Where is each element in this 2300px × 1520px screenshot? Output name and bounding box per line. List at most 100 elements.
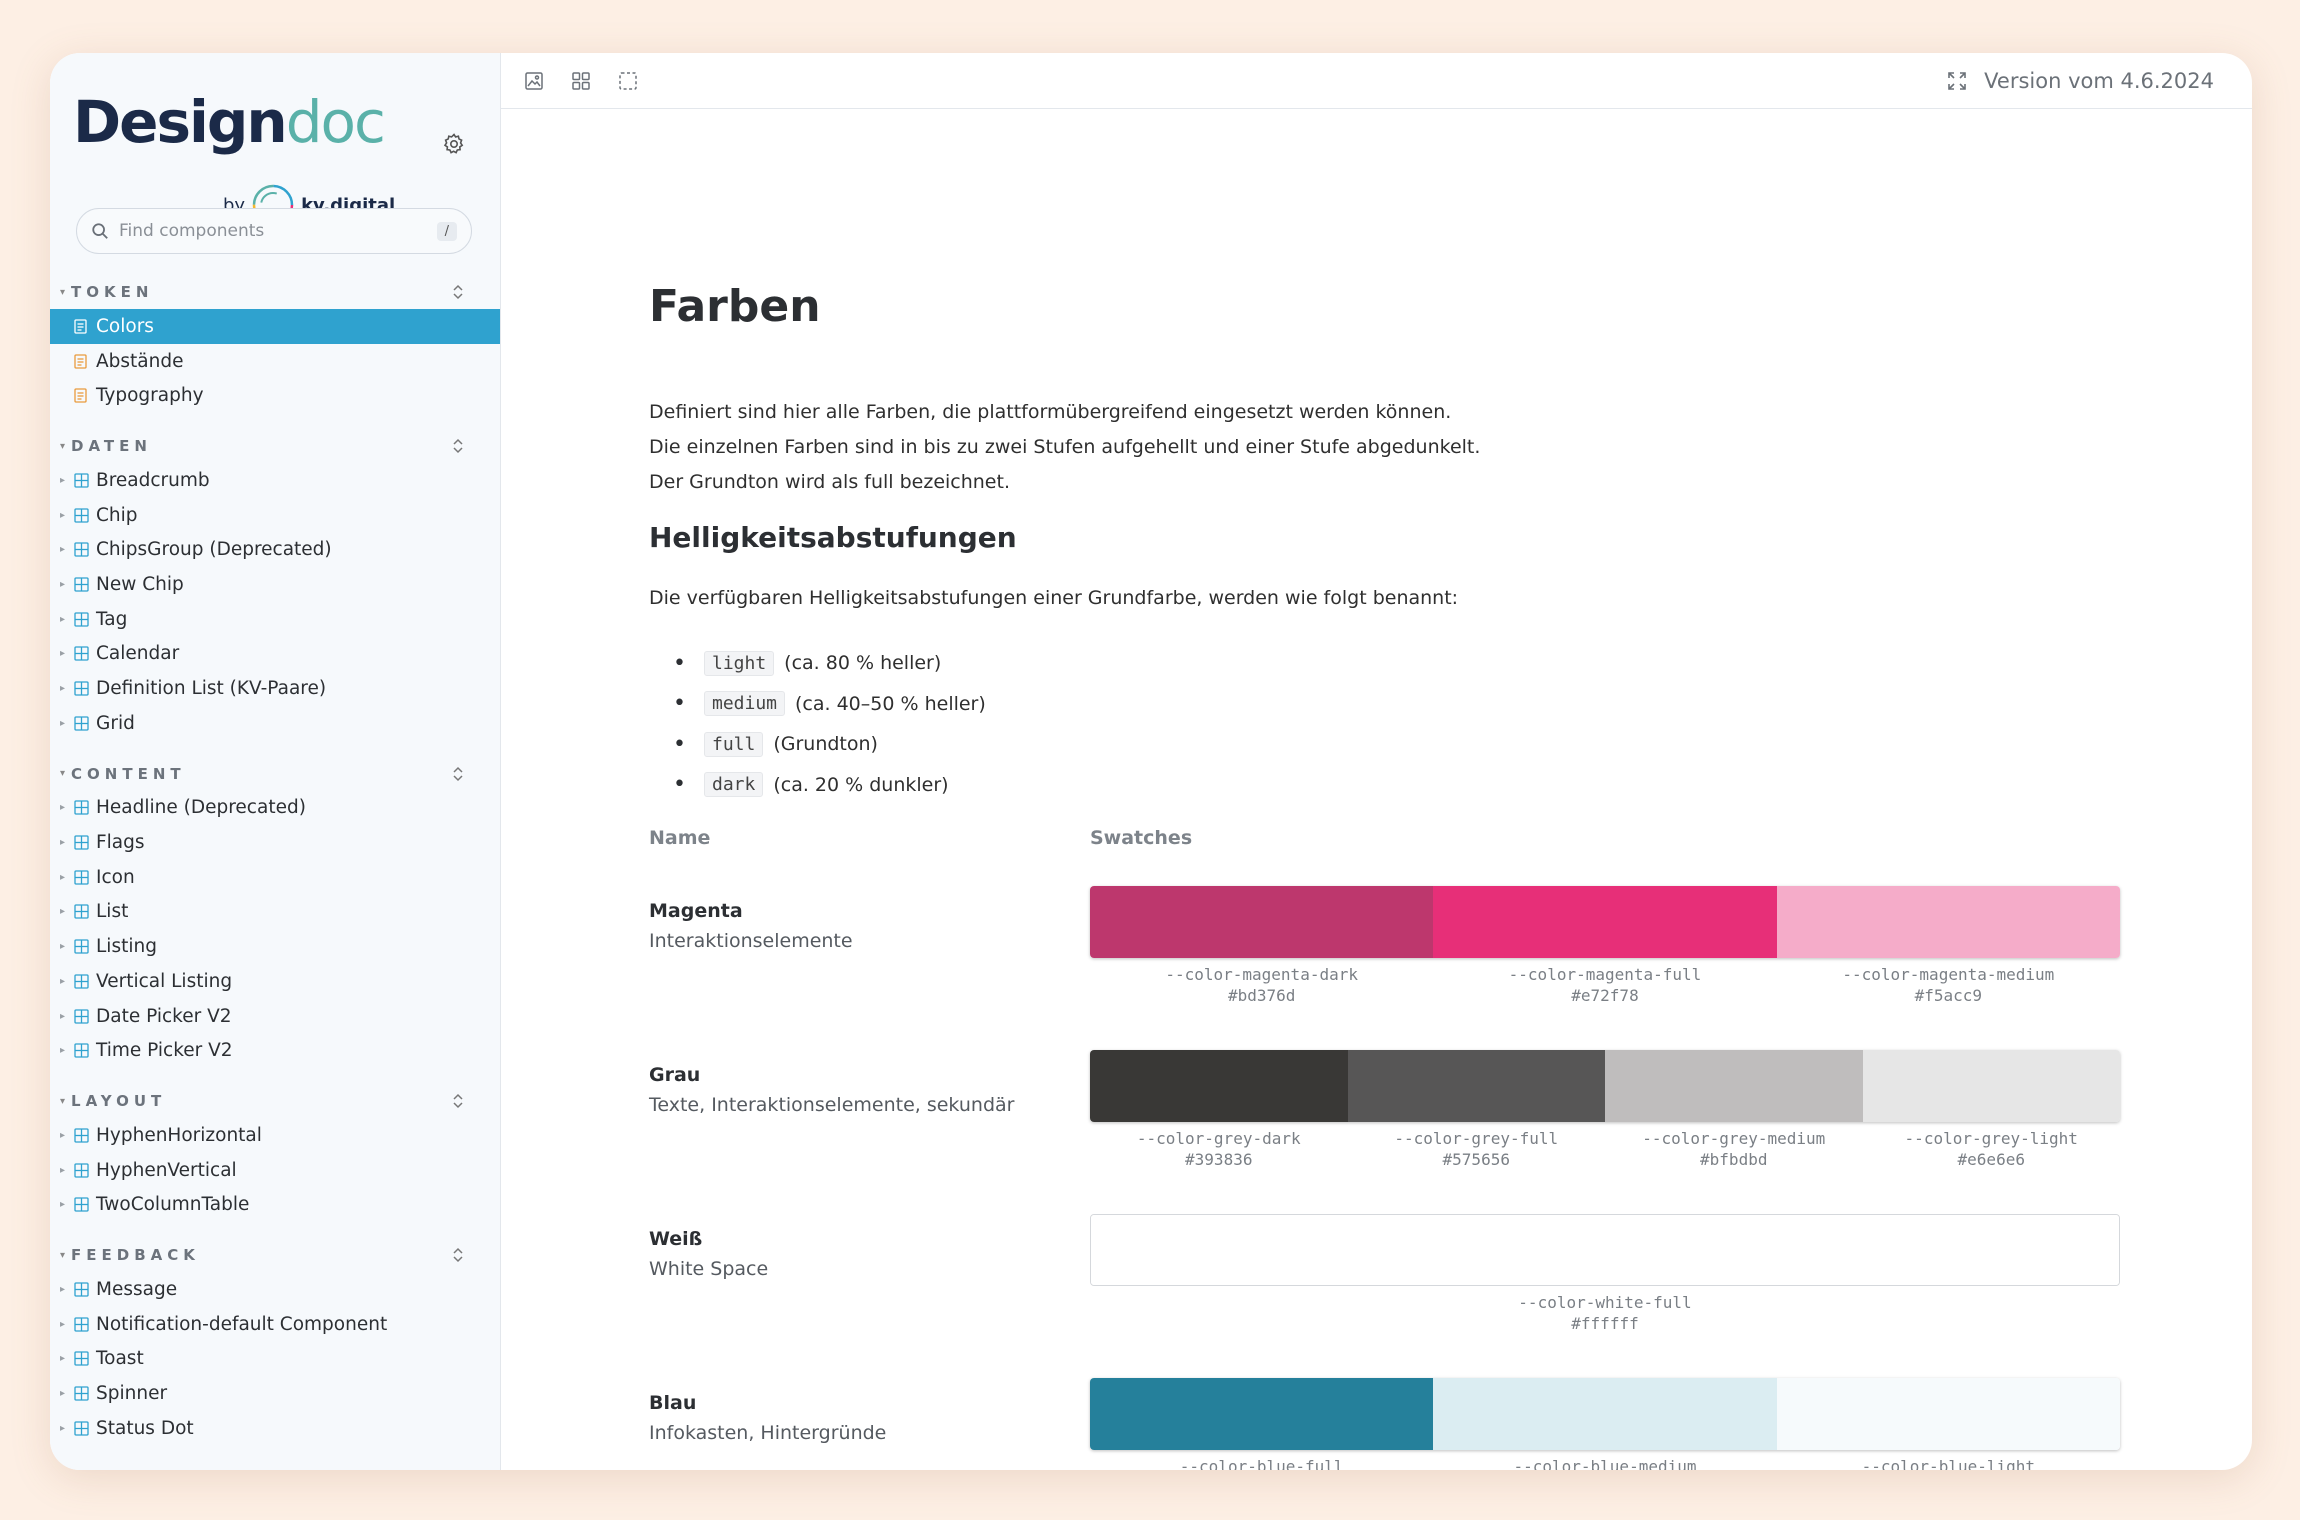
version-label: Version vom 4.6.2024 [1984, 69, 2214, 93]
search-box[interactable]: / [76, 208, 472, 254]
column-header-swatches: Swatches [1090, 827, 1193, 849]
swatch-labels: --color-blue-full#25809b--color-blue-med… [1090, 1456, 2120, 1470]
level-description: (ca. 20 % dunkler) [773, 773, 949, 796]
search-input[interactable] [119, 221, 437, 241]
swatch-label: --color-grey-medium #bfbdbd [1605, 1128, 1863, 1170]
sidebar-item-label: HyphenVertical [96, 1159, 237, 1181]
nav-group-token: ▾ TOKEN Colors Abstände Typography [50, 275, 500, 413]
caret-down-icon: ▾ [60, 1249, 66, 1261]
swatch-labels: --color-magenta-dark #bd376d --color-magen… [1090, 964, 2120, 1006]
component-icon [74, 974, 96, 989]
component-icon [74, 939, 96, 954]
nav-group-header[interactable]: ▾ DATEN [50, 429, 500, 463]
level-code: dark [703, 772, 764, 798]
sidebar-item-status-dot[interactable]: ▸ Status Dot [50, 1411, 500, 1446]
sidebar-item-label: Listing [96, 936, 157, 958]
caret-right-icon: ▸ [60, 1164, 66, 1176]
image-view-button[interactable] [521, 68, 547, 94]
swatch-variable: --color-blue-light [1861, 1457, 2036, 1470]
color-name: Magenta [649, 900, 743, 922]
level-item: full (Grundton) [673, 724, 986, 765]
grid-view-button[interactable] [568, 68, 594, 94]
intro-text: Definiert sind hier alle Farben, die pla… [649, 395, 1480, 500]
color-swatch[interactable] [1433, 886, 1777, 958]
component-icon [74, 800, 96, 816]
sidebar-item-colors[interactable]: Colors [50, 309, 500, 344]
nav-group-header[interactable]: ▾ CONTENT [50, 757, 500, 791]
color-description: Infokasten, Hintergründe [649, 1422, 887, 1444]
gear-icon [443, 133, 464, 154]
caret-right-icon: ▸ [60, 1129, 66, 1141]
nav-group-header[interactable]: ▾ LAYOUT [50, 1084, 500, 1118]
caret-right-icon: ▸ [60, 871, 66, 883]
sidebar-item-flags[interactable]: ▸ Flags [50, 825, 500, 860]
sidebar-item-notification-default-component[interactable]: ▸ Notification-default Component [50, 1307, 500, 1342]
sidebar-item-chip[interactable]: ▸ Chip [50, 498, 500, 533]
color-swatch[interactable] [1347, 1050, 1605, 1122]
sidebar-item-tag[interactable]: ▸ Tag [50, 602, 500, 637]
caret-right-icon: ▸ [60, 975, 66, 987]
swatch-label: --color-blue-medium#dbedf2 [1433, 1456, 1776, 1470]
color-swatch[interactable] [1091, 1215, 2119, 1285]
color-swatch[interactable] [1776, 1378, 2120, 1450]
collapse-toggle-icon[interactable] [448, 764, 468, 784]
swatch-labels: --color-grey-dark #393836 --color-grey-ful… [1090, 1128, 2120, 1170]
sidebar-item-label: Chip [96, 504, 138, 526]
nav-group-title: DATEN [71, 437, 152, 456]
sidebar-item-new-chip[interactable]: ▸ New Chip [50, 567, 500, 602]
sidebar-item-toast[interactable]: ▸ Toast [50, 1342, 500, 1377]
swatch-hex: #575656 [1442, 1150, 1510, 1169]
color-swatch[interactable] [1433, 1378, 1777, 1450]
levels-list: light (ca. 80 % heller) medium (ca. 40–50 %… [673, 643, 986, 805]
sidebar-item-chipsgroup-deprecated[interactable]: ▸ ChipsGroup (Deprecated) [50, 532, 500, 567]
outline-toggle-button[interactable] [615, 68, 641, 94]
color-name: Weiß [649, 1228, 703, 1250]
sidebar-item-vertical-listing[interactable]: ▸ Vertical Listing [50, 964, 500, 999]
sidebar-item-definition-list-kv-paare[interactable]: ▸ Definition List (KV-Paare) [50, 671, 500, 706]
sidebar-item-abstände[interactable]: Abstände [50, 344, 500, 379]
swatch-bar [1090, 1214, 2120, 1286]
brand-logo[interactable]: Designdoc by kv.digital [73, 87, 403, 226]
sidebar-item-listing[interactable]: ▸ Listing [50, 929, 500, 964]
component-icon [74, 1351, 96, 1366]
level-code: light [703, 650, 775, 676]
color-swatch[interactable] [1090, 886, 1434, 958]
sidebar-item-icon[interactable]: ▸ Icon [50, 860, 500, 895]
collapse-toggle-icon[interactable] [448, 436, 468, 456]
sidebar-item-hyphenhorizontal[interactable]: ▸ HyphenHorizontal [50, 1118, 500, 1153]
collapse-toggle-icon[interactable] [448, 1091, 468, 1111]
component-icon [74, 507, 96, 523]
collapse-toggle-icon[interactable] [448, 1245, 468, 1265]
nav-group-header[interactable]: ▾ TOKEN [50, 275, 500, 309]
color-swatch[interactable] [1862, 1050, 2120, 1122]
sidebar-item-date-picker-v2[interactable]: ▸ Date Picker V2 [50, 999, 500, 1034]
nav-group-header[interactable]: ▾ FEEDBACK [50, 1238, 500, 1272]
sidebar-item-hyphenvertical[interactable]: ▸ HyphenVertical [50, 1153, 500, 1188]
level-item: light (ca. 80 % heller) [673, 643, 986, 684]
sidebar-item-label: Tag [96, 608, 128, 630]
nav-group-title: CONTENT [71, 764, 186, 783]
sidebar-item-headline-deprecated[interactable]: ▸ Headline (Deprecated) [50, 791, 500, 826]
sidebar-item-grid[interactable]: ▸ Grid [50, 706, 500, 741]
document-icon [74, 319, 96, 334]
collapse-toggle-icon[interactable] [448, 282, 468, 302]
sidebar-item-message[interactable]: ▸ Message [50, 1272, 500, 1307]
sidebar-item-typography[interactable]: Typography [50, 378, 500, 413]
swatch-variable: --color-magenta-medium [1842, 965, 2055, 984]
search-shortcut-badge: / [436, 221, 457, 241]
swatch-variable: --color-magenta-full [1508, 965, 1702, 984]
settings-button[interactable] [438, 128, 470, 160]
sidebar-item-breadcrumb[interactable]: ▸ Breadcrumb [50, 463, 500, 498]
color-swatch[interactable] [1090, 1050, 1348, 1122]
sidebar-item-list[interactable]: ▸ List [50, 895, 500, 930]
sidebar-item-spinner[interactable]: ▸ Spinner [50, 1376, 500, 1411]
color-swatch[interactable] [1776, 886, 2120, 958]
color-swatch[interactable] [1090, 1378, 1434, 1450]
level-description: (ca. 40–50 % heller) [795, 692, 986, 715]
level-description: (Grundton) [773, 733, 878, 756]
sidebar-item-time-picker-v2[interactable]: ▸ Time Picker V2 [50, 1033, 500, 1068]
fullscreen-icon[interactable] [1946, 70, 1968, 92]
sidebar-item-calendar[interactable]: ▸ Calendar [50, 637, 500, 672]
sidebar-item-twocolumntable[interactable]: ▸ TwoColumnTable [50, 1187, 500, 1222]
color-swatch[interactable] [1605, 1050, 1863, 1122]
